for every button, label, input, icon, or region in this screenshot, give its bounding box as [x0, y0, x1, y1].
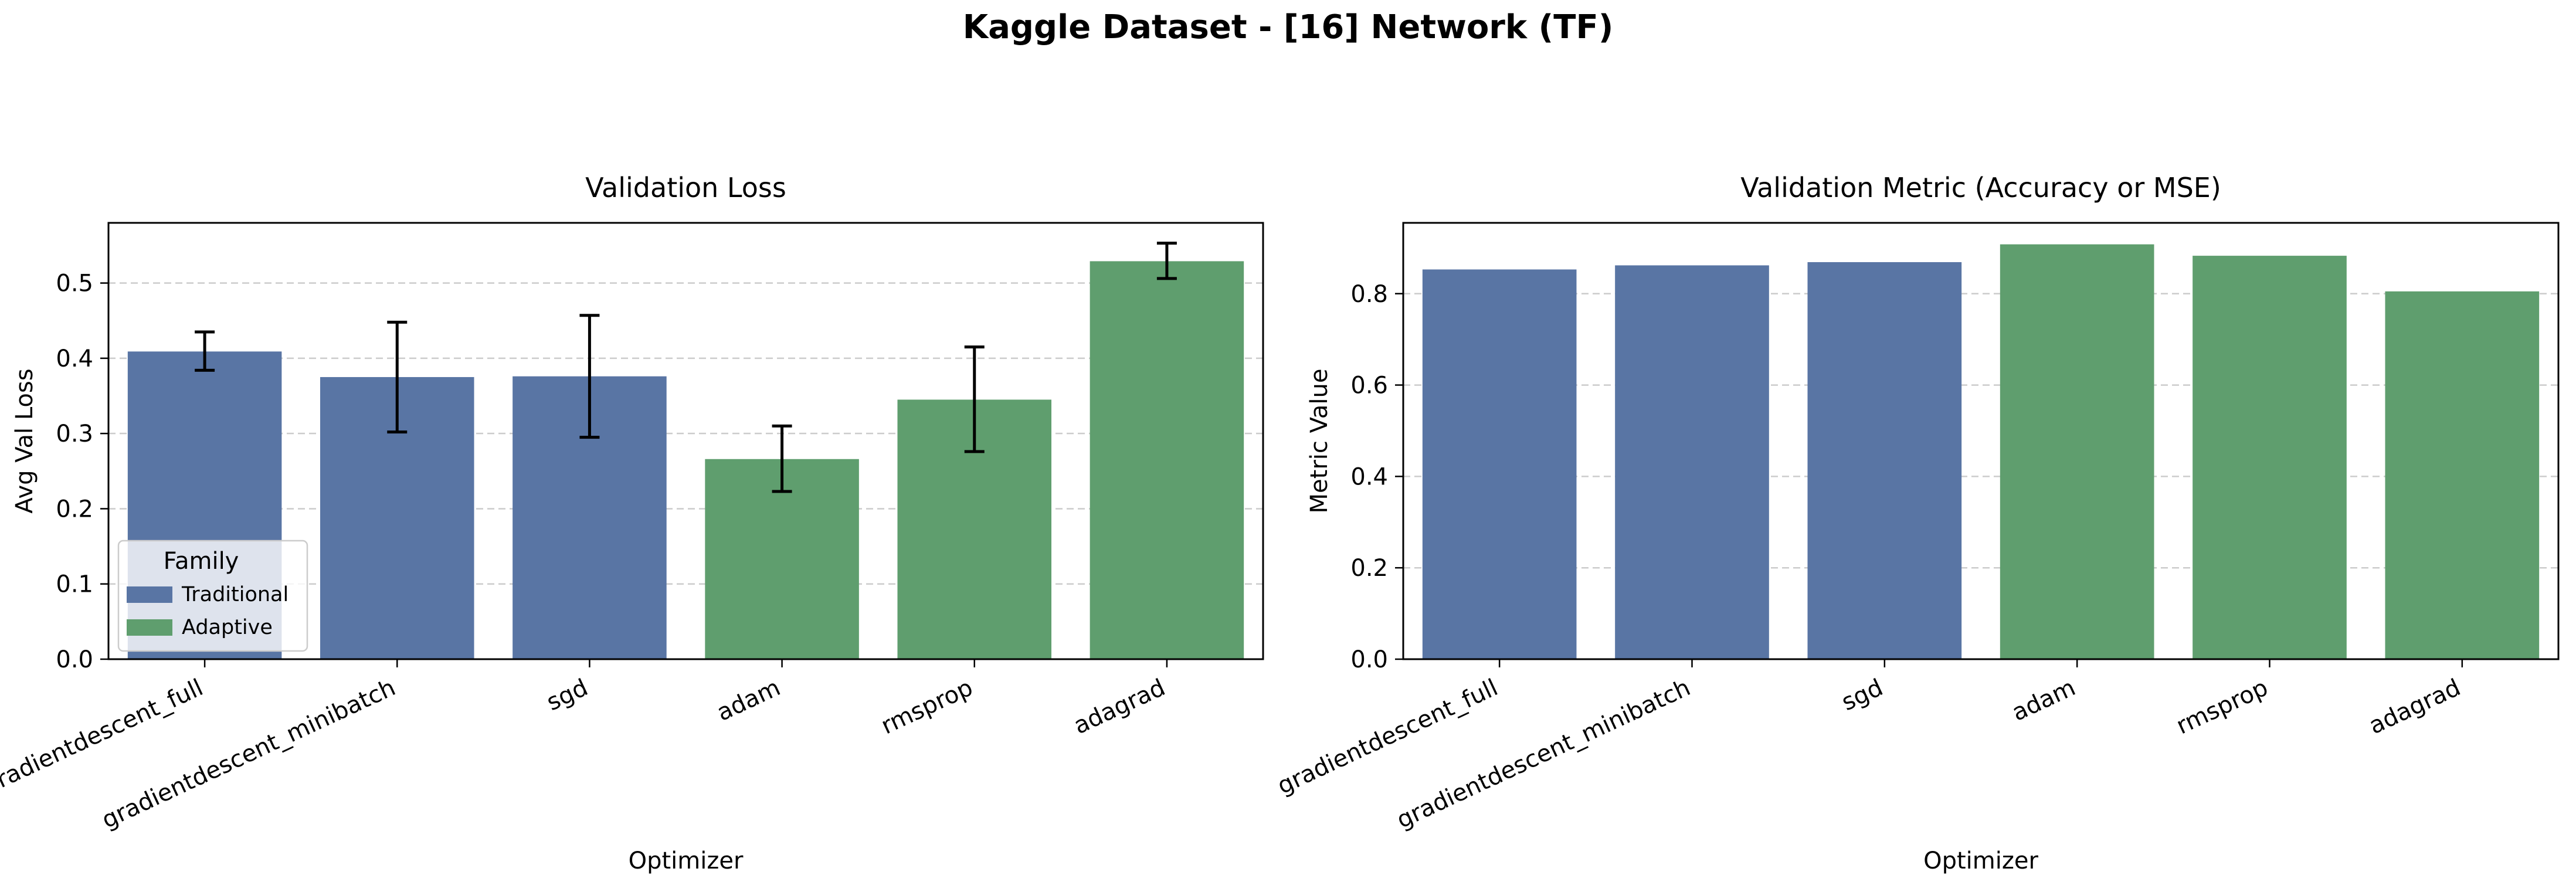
y-axis-label: Avg Val Loss	[11, 368, 38, 513]
y-tick-label: 0.3	[56, 420, 93, 447]
legend-swatch-adaptive	[127, 619, 172, 636]
bar-sgd	[1807, 262, 1962, 659]
figure-title: Kaggle Dataset - [16] Network (TF)	[962, 8, 1614, 46]
x-tick-label: rmsprop	[2172, 674, 2272, 740]
legend: Family Traditional Adaptive	[117, 540, 308, 652]
validation-loss-chart: 0.00.10.20.30.40.5gradientdescent_fullgr…	[0, 172, 1264, 874]
y-tick-label: 0.4	[56, 345, 93, 372]
y-axis-label: Metric Value	[1306, 369, 1333, 514]
legend-label: Traditional	[181, 583, 289, 606]
chart-title: Validation Loss	[585, 172, 786, 204]
x-tick-label: adam	[2008, 674, 2079, 727]
axes-frame	[107, 222, 1264, 660]
y-tick-label: 0.0	[56, 646, 93, 673]
legend-title: Family	[164, 548, 239, 575]
y-tick-label: 0.1	[56, 571, 93, 598]
chart-title: Validation Metric (Accuracy or MSE)	[1740, 172, 2221, 204]
x-axis-label: Optimizer	[629, 847, 744, 874]
bar-gradientdescent_full	[1422, 269, 1577, 659]
x-tick-label: sgd	[542, 674, 592, 716]
bar-adagrad	[2385, 291, 2540, 659]
x-tick-label: rmsprop	[877, 674, 977, 740]
y-tick-label: 0.2	[56, 496, 93, 523]
y-tick-label: 0.4	[1350, 463, 1388, 490]
bar-adam	[2000, 244, 2154, 659]
y-tick-label: 0.5	[56, 270, 93, 297]
validation-metric-chart: 0.00.20.40.60.8gradientdescent_fullgradi…	[1274, 172, 2560, 874]
axes-frame	[1402, 222, 2560, 660]
bar-adagrad	[1090, 261, 1244, 660]
y-tick-label: 0.0	[1350, 646, 1388, 673]
legend-label: Adaptive	[182, 616, 273, 639]
x-tick-label: adagrad	[2365, 674, 2465, 740]
x-axis-label: Optimizer	[1923, 847, 2038, 874]
bar-rmsprop	[2193, 256, 2347, 659]
y-tick-label: 0.8	[1350, 281, 1388, 308]
bar-gradientdescent_minibatch	[1615, 265, 1769, 659]
x-tick-label: adagrad	[1070, 674, 1169, 740]
x-tick-label: adam	[713, 674, 785, 727]
y-tick-label: 0.6	[1350, 372, 1388, 399]
legend-swatch-traditional	[127, 586, 172, 603]
x-tick-label: sgd	[1838, 674, 1887, 716]
y-tick-label: 0.2	[1350, 555, 1388, 582]
